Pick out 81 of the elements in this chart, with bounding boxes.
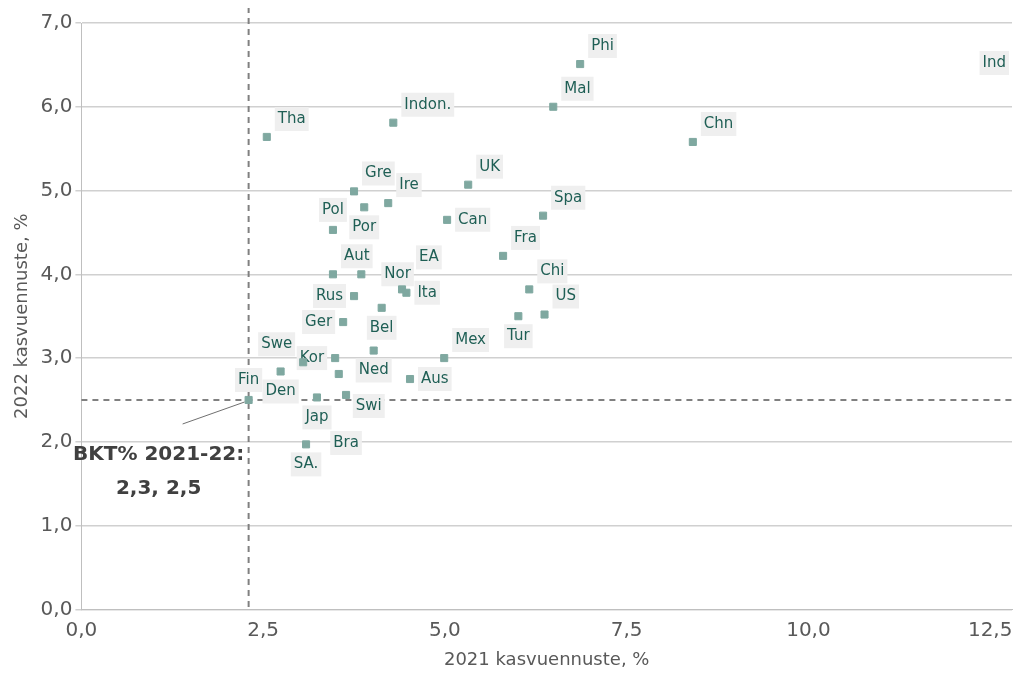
point	[464, 180, 473, 189]
point	[360, 203, 369, 212]
point	[312, 393, 321, 402]
annotation: Ind	[982, 52, 1006, 71]
data-label: Ger	[305, 311, 333, 330]
point	[443, 215, 452, 224]
data-label: Phi	[591, 35, 614, 54]
data-label: Bel	[369, 317, 394, 336]
point	[339, 318, 348, 327]
point	[440, 354, 449, 363]
data-label: Aus	[421, 368, 449, 387]
annotation: BKT% 2021-22: 2,3, 2,5	[73, 441, 245, 500]
point	[405, 374, 415, 384]
point	[328, 225, 337, 234]
data-label: EA	[419, 247, 440, 266]
data-label: Nor	[384, 264, 412, 283]
data-label: Can	[458, 209, 488, 228]
point	[357, 270, 366, 279]
point	[377, 303, 386, 312]
data-label: Tur	[506, 326, 531, 345]
point	[262, 132, 271, 141]
data-label: Mal	[564, 78, 591, 97]
data-label: Mex	[455, 329, 487, 348]
data-label: Chi	[540, 261, 565, 280]
x-tick-label: 2,5	[247, 616, 280, 641]
data-label: Jap	[304, 407, 329, 426]
data-label: Bra	[333, 432, 359, 451]
y-tick-label: 2,0	[40, 428, 73, 453]
point	[688, 137, 697, 146]
y-tick-label: 5,0	[40, 176, 73, 201]
point	[342, 390, 351, 399]
y-axis-title: 2022 kasvuennuste, %	[10, 213, 32, 419]
data-label: Den	[265, 381, 296, 400]
point	[244, 395, 253, 405]
data-label: Ned	[358, 360, 389, 379]
point	[525, 285, 534, 294]
y-tick-label: 7,0	[40, 9, 73, 34]
y-tick-label: 4,0	[40, 260, 73, 285]
x-tick-label: 10,0	[786, 616, 831, 641]
data-label: Ita	[417, 282, 437, 301]
point	[334, 369, 343, 379]
point	[369, 346, 378, 355]
data-label: Pol	[322, 199, 344, 218]
y-tick-label: 1,0	[40, 511, 73, 536]
point	[576, 60, 585, 69]
point	[276, 367, 285, 376]
data-label: Swe	[261, 334, 293, 353]
x-tick-label: 12,5	[967, 616, 1013, 641]
point	[350, 187, 359, 196]
x-tick-label: 5,0	[429, 616, 461, 641]
data-label: SA.	[293, 454, 319, 473]
data-label: Swi	[355, 395, 382, 414]
y-tick-label: 6,0	[40, 92, 73, 117]
point	[514, 312, 523, 321]
point	[499, 251, 508, 260]
data-label: Tha	[276, 108, 306, 127]
point	[302, 440, 311, 449]
data-label: Aut	[343, 246, 370, 265]
x-axis-title: 2021 kasvuennuste, %	[443, 647, 650, 669]
point	[331, 354, 340, 363]
data-label: Fra	[514, 227, 537, 246]
data-label: UK	[479, 156, 502, 175]
data-label: Gre	[365, 163, 392, 182]
data-label: Indon.	[404, 94, 452, 113]
point	[540, 310, 549, 319]
point	[389, 118, 398, 127]
point	[350, 292, 359, 301]
point	[384, 199, 393, 208]
data-label: US	[555, 286, 577, 305]
data-label: Fin	[238, 369, 260, 388]
point	[539, 211, 548, 220]
data-label: Ire	[399, 175, 419, 193]
x-tick-label: 7,5	[610, 616, 643, 641]
data-label: Chn	[703, 113, 734, 132]
data-label: Spa	[554, 187, 583, 206]
point	[549, 102, 558, 111]
point	[402, 288, 411, 297]
y-tick-label: 3,0	[40, 344, 73, 369]
data-label: Por	[352, 217, 377, 236]
data-label: Rus	[315, 285, 344, 304]
point	[328, 270, 337, 279]
